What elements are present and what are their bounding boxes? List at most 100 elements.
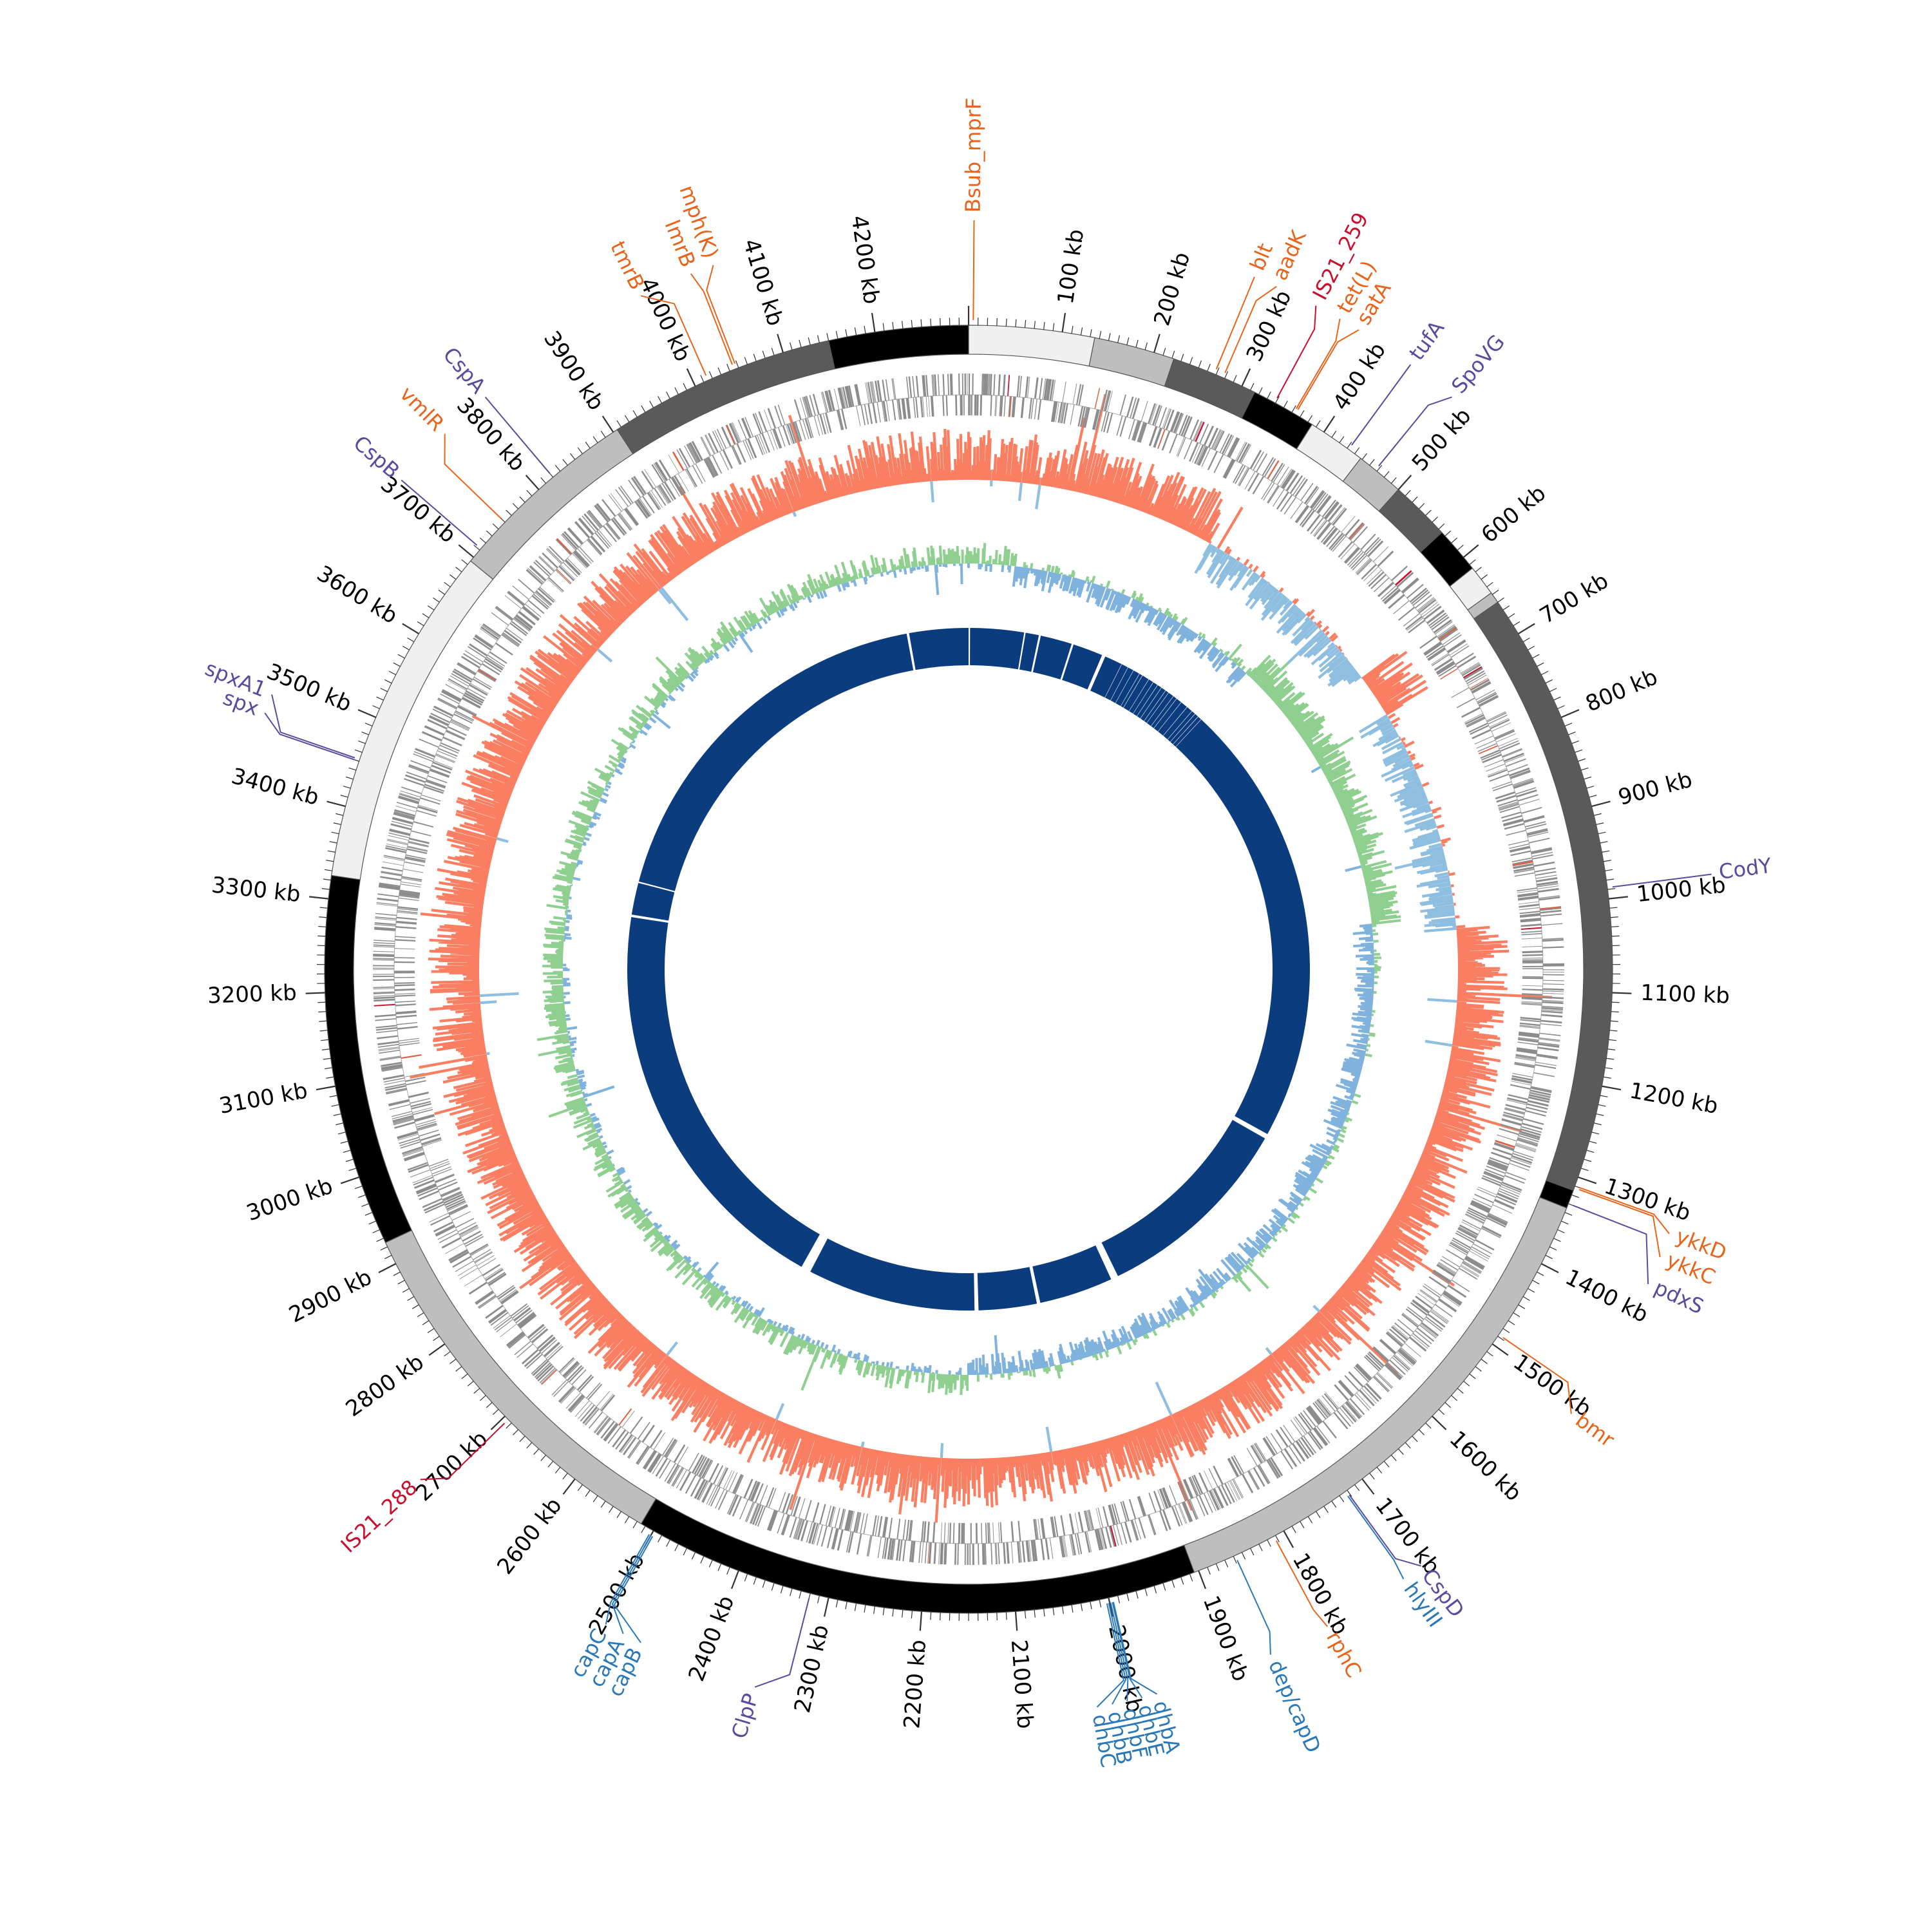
gene-feature: [531, 594, 549, 610]
gene-feature: [757, 1506, 766, 1527]
gene-feature: [374, 1003, 395, 1007]
tick-label: 2100 kb: [1006, 1639, 1038, 1730]
gene-feature: [932, 1522, 936, 1543]
gene-feature: [1444, 1290, 1463, 1303]
gene-feature: [518, 1314, 536, 1328]
gene-feature: [411, 1103, 432, 1110]
gene-feature: [844, 1510, 851, 1531]
gene-feature: [1283, 470, 1296, 489]
minor-tick: [1571, 740, 1580, 744]
gene-feature: [1402, 1312, 1419, 1327]
gene-feature: [1415, 1295, 1433, 1309]
minor-tick: [1475, 1366, 1482, 1372]
minor-tick: [1005, 1612, 1007, 1620]
gene-feature: [848, 1531, 854, 1553]
gene-feature: [1032, 1540, 1037, 1562]
gene-feature: [1412, 591, 1430, 606]
gene-feature: [755, 435, 764, 455]
gene-feature: [1317, 523, 1332, 540]
gene-feature: [1456, 697, 1475, 708]
major-tick: [1540, 1263, 1559, 1273]
gene-feature: [596, 1417, 611, 1435]
gene-feature: [603, 525, 617, 542]
gene-feature: [1424, 642, 1442, 656]
minor-tick: [1564, 723, 1573, 726]
gene-feature: [1537, 1046, 1559, 1052]
gene-feature: [1288, 1445, 1302, 1464]
gene-feature: [435, 1174, 455, 1184]
gene-feature: [394, 948, 415, 950]
gene-feature: [1137, 422, 1144, 442]
minor-tick: [1099, 1600, 1102, 1608]
minor-tick: [708, 371, 713, 379]
gene-feature: [1489, 717, 1510, 728]
gene-feature: [407, 846, 428, 851]
gene-feature: [1039, 377, 1043, 399]
gene-feature: [1397, 1319, 1414, 1333]
gene-feature: [907, 397, 911, 419]
gene-feature: [1209, 428, 1218, 448]
minor-tick: [683, 1548, 687, 1556]
gene-feature: [1541, 1010, 1563, 1014]
gene-feature: [1407, 1306, 1425, 1320]
gene-feature: [1436, 661, 1455, 675]
minor-tick: [1283, 401, 1288, 408]
gene-feature: [1084, 1531, 1091, 1553]
gene-feature: [403, 1151, 424, 1159]
gene-feature: [415, 1183, 436, 1193]
gene-feature: [825, 412, 832, 433]
minor-tick: [753, 354, 757, 362]
gene-feature: [1276, 491, 1289, 510]
inner-block-0: [970, 628, 1025, 670]
minor-tick: [384, 679, 392, 684]
gene-feature: [560, 1358, 575, 1374]
minor-tick: [1117, 335, 1121, 343]
gene-feature: [952, 1522, 955, 1544]
gene-feature: [634, 501, 648, 519]
gene-feature: [705, 458, 716, 477]
gene-feature: [943, 1543, 946, 1565]
gene-feature: [1499, 1128, 1519, 1135]
minor-tick: [762, 1580, 766, 1588]
gene-feature: [1191, 443, 1201, 463]
gene-feature: [1327, 504, 1342, 522]
gene-feature: [1312, 492, 1327, 510]
gene-feature: [1328, 505, 1343, 522]
gene-feature: [1321, 499, 1336, 518]
gene-feature: [1353, 1367, 1369, 1383]
gene-feature: [442, 1191, 462, 1201]
gene-feature: [1458, 1226, 1477, 1237]
gene-feature: [1273, 464, 1285, 483]
gene-feature: [958, 374, 960, 395]
gene-feature: [812, 1502, 820, 1523]
gene-feature: [1541, 1009, 1563, 1012]
minor-tick: [1598, 1104, 1606, 1107]
gene-feature: [1519, 799, 1540, 806]
gene-feature: [1522, 961, 1543, 963]
gene-feature: [1086, 1531, 1092, 1553]
gene-feature: [732, 445, 742, 465]
minor-tick: [361, 1203, 369, 1207]
gene-feature: [1510, 1159, 1531, 1168]
minor-tick: [372, 1229, 380, 1233]
gene-feature: [1322, 527, 1337, 544]
gene-feature: [824, 390, 831, 412]
major-tick: [1061, 312, 1066, 332]
minor-tick: [1062, 1606, 1064, 1615]
gene-feature: [981, 1522, 983, 1544]
gene-feature: [1462, 664, 1481, 676]
major-tick: [428, 1343, 446, 1356]
gene-feature: [1449, 643, 1468, 656]
gene-feature: [1033, 1519, 1037, 1540]
minor-tick: [1224, 371, 1229, 379]
gene-feature: [535, 590, 553, 605]
gene-feature: [831, 1528, 838, 1549]
gene-feature: [513, 1307, 531, 1321]
gene-feature: [415, 1119, 436, 1126]
gene-feature: [598, 529, 612, 546]
gene-feature: [877, 1516, 883, 1537]
gene-feature: [1108, 1504, 1115, 1526]
minor-tick: [1518, 1304, 1526, 1309]
gene-feature: [397, 910, 418, 914]
gene-feature: [668, 454, 679, 473]
